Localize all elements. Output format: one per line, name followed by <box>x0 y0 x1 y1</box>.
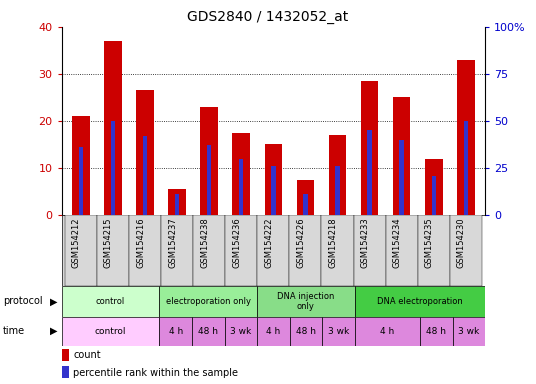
Bar <box>418 215 450 286</box>
Text: ▶: ▶ <box>50 296 57 306</box>
Bar <box>431 175 436 215</box>
Text: count: count <box>73 350 101 360</box>
Bar <box>385 215 418 286</box>
Bar <box>457 60 475 215</box>
Bar <box>257 286 355 317</box>
Bar <box>265 144 282 215</box>
Bar <box>225 317 257 346</box>
Bar <box>354 215 385 286</box>
Text: 48 h: 48 h <box>296 327 316 336</box>
Bar <box>367 131 372 215</box>
Text: percentile rank within the sample: percentile rank within the sample <box>73 367 239 377</box>
Text: 4 h: 4 h <box>380 327 394 336</box>
Bar <box>225 215 257 286</box>
Text: control: control <box>96 297 125 306</box>
Bar <box>399 140 404 215</box>
Text: GSM154237: GSM154237 <box>168 217 177 268</box>
Text: GSM154238: GSM154238 <box>200 217 209 268</box>
Bar <box>233 133 250 215</box>
Bar <box>355 317 420 346</box>
Bar <box>62 349 69 361</box>
Text: GSM154234: GSM154234 <box>393 217 401 268</box>
Bar <box>143 136 147 215</box>
Text: GSM154212: GSM154212 <box>72 217 81 268</box>
Bar <box>425 159 443 215</box>
Bar <box>393 98 411 215</box>
Bar <box>79 147 83 215</box>
Bar <box>271 166 276 215</box>
Text: GDS2840 / 1432052_at: GDS2840 / 1432052_at <box>188 10 348 23</box>
Text: DNA injection
only: DNA injection only <box>277 292 334 311</box>
Text: 3 wk: 3 wk <box>458 327 479 336</box>
Bar <box>464 121 468 215</box>
Bar <box>296 180 314 215</box>
Text: GSM154218: GSM154218 <box>329 217 338 268</box>
Bar <box>168 189 186 215</box>
Bar <box>303 194 308 215</box>
Bar <box>420 317 452 346</box>
Bar <box>65 215 97 286</box>
Bar <box>161 215 193 286</box>
Text: ▶: ▶ <box>50 326 57 336</box>
Text: 48 h: 48 h <box>198 327 218 336</box>
Bar <box>97 215 129 286</box>
Bar <box>257 215 289 286</box>
Bar <box>355 286 485 317</box>
Bar <box>452 317 485 346</box>
Bar <box>104 41 122 215</box>
Bar <box>239 159 243 215</box>
Bar <box>361 81 378 215</box>
Bar <box>289 317 322 346</box>
Text: GSM154215: GSM154215 <box>104 217 113 268</box>
Text: GSM154222: GSM154222 <box>264 217 273 268</box>
Text: GSM154233: GSM154233 <box>361 217 370 268</box>
Bar <box>207 146 211 215</box>
Bar <box>62 317 159 346</box>
Text: DNA electroporation: DNA electroporation <box>377 297 463 306</box>
Bar <box>111 121 115 215</box>
Bar <box>62 286 159 317</box>
Text: 48 h: 48 h <box>426 327 446 336</box>
Text: time: time <box>3 326 25 336</box>
Text: protocol: protocol <box>3 296 42 306</box>
Bar <box>329 135 346 215</box>
Text: GSM154230: GSM154230 <box>457 217 466 268</box>
Bar <box>175 194 180 215</box>
Bar <box>322 215 354 286</box>
Bar <box>159 286 257 317</box>
Text: GSM154235: GSM154235 <box>425 217 434 268</box>
Text: GSM154226: GSM154226 <box>296 217 306 268</box>
Bar <box>129 215 161 286</box>
Bar <box>450 215 482 286</box>
Text: 3 wk: 3 wk <box>230 327 251 336</box>
Bar <box>192 317 225 346</box>
Text: electroporation only: electroporation only <box>166 297 251 306</box>
Bar <box>336 166 340 215</box>
Text: control: control <box>95 327 126 336</box>
Bar <box>193 215 225 286</box>
Text: 4 h: 4 h <box>266 327 280 336</box>
Text: GSM154216: GSM154216 <box>136 217 145 268</box>
Bar <box>62 366 69 379</box>
Bar <box>72 116 90 215</box>
Text: GSM154236: GSM154236 <box>232 217 241 268</box>
Bar <box>289 215 322 286</box>
Bar <box>136 90 154 215</box>
Bar <box>200 107 218 215</box>
Bar <box>159 317 192 346</box>
Bar <box>322 317 355 346</box>
Bar <box>257 317 289 346</box>
Text: 3 wk: 3 wk <box>328 327 349 336</box>
Text: 4 h: 4 h <box>168 327 183 336</box>
